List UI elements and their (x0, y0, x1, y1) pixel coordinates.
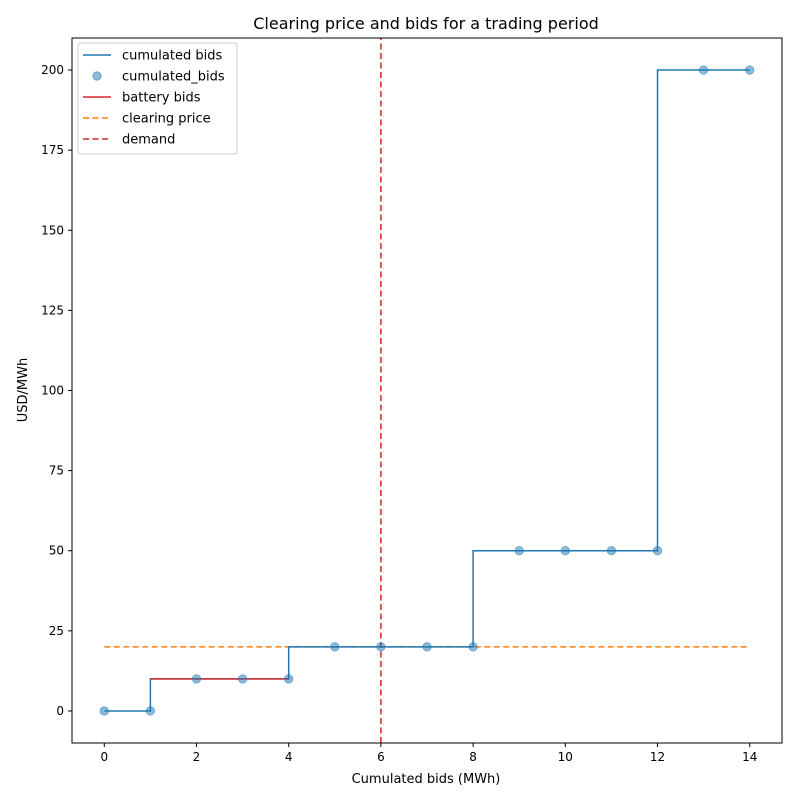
legend-label: demand (122, 133, 175, 148)
y-tick-label: 150 (41, 223, 64, 237)
legend-marker-point (92, 71, 102, 81)
cumulated-bids-point (191, 674, 202, 684)
x-tick-label: 0 (100, 750, 108, 764)
x-tick-label: 8 (469, 750, 477, 764)
cumulated-bids-point (745, 65, 755, 75)
y-tick-label: 175 (41, 143, 64, 157)
cumulated-bids-point (283, 674, 294, 684)
y-tick-label: 125 (41, 303, 64, 317)
x-tick-label: 12 (650, 750, 665, 764)
x-tick-label: 10 (558, 750, 573, 764)
y-tick-label: 75 (49, 464, 64, 478)
cumulated-bids-point (330, 642, 340, 652)
x-tick-label: 2 (193, 750, 201, 764)
cumulated-bids-point (698, 65, 709, 75)
legend-label: cumulated bids (122, 49, 222, 64)
cumulated-bids-point (99, 706, 109, 716)
y-axis-label: USD/MWh (16, 358, 31, 422)
chart-title: Clearing price and bids for a trading pe… (253, 14, 599, 33)
cumulated-bids-point (422, 642, 432, 652)
x-tick-label: 6 (377, 750, 385, 764)
y-tick-label: 200 (41, 63, 64, 77)
y-tick-label: 0 (56, 704, 64, 718)
cumulated-bids-point (560, 546, 571, 556)
legend-label: cumulated_bids (122, 70, 225, 85)
legend-label: battery bids (122, 91, 201, 106)
x-tick-label: 4 (285, 750, 293, 764)
cumulated-bids-point (606, 546, 617, 556)
axis-ticks: 0 2 4 6 8 10 12 14 0 25 50 75 100 125 150 175 200 (41, 63, 757, 764)
x-axis-label: Cumulated bids (MWh) (352, 772, 501, 787)
cumulated-bids-point (237, 674, 248, 684)
y-tick-label: 25 (49, 624, 64, 638)
y-tick-label: 100 (41, 384, 64, 398)
legend-label: clearing price (122, 112, 211, 127)
cumulated-bids-point (468, 642, 478, 652)
cumulated-bids-point (652, 546, 663, 556)
plot-area (99, 38, 755, 743)
cumulated-bids-point (514, 546, 524, 556)
y-tick-label: 50 (49, 544, 64, 558)
x-tick-label: 14 (742, 750, 757, 764)
cumulated-bids-point (376, 642, 386, 652)
cumulated-bids-point (145, 706, 156, 716)
legend-box (77, 42, 238, 155)
